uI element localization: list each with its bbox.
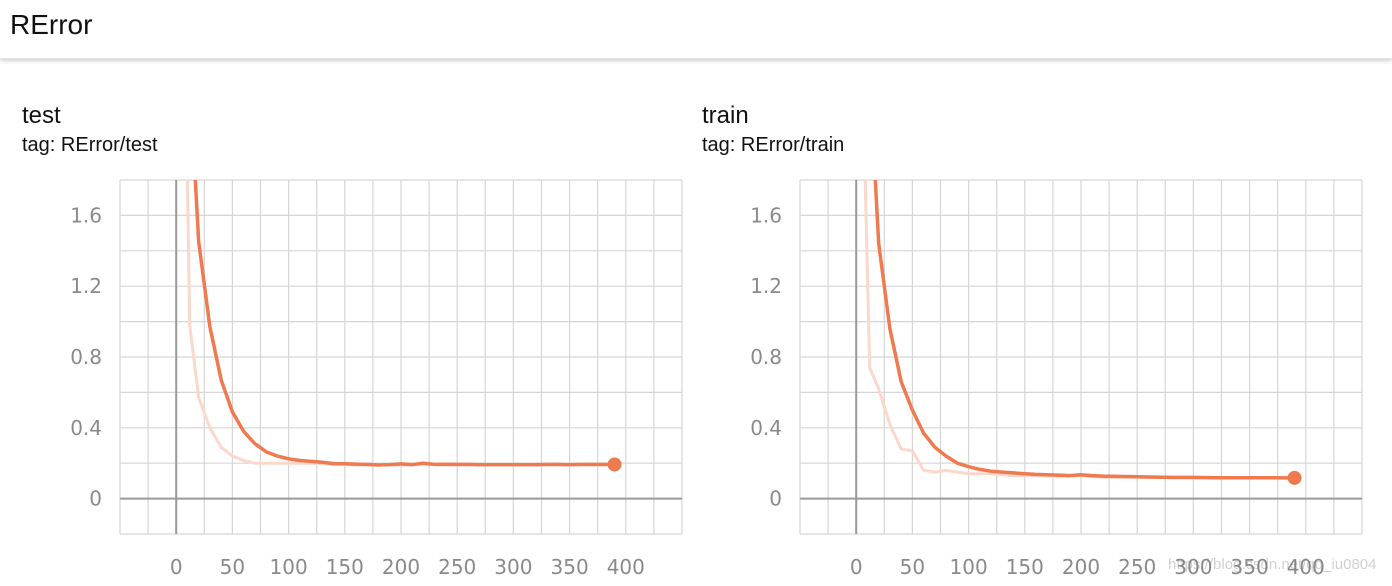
y-tick-label: 1.2 bbox=[70, 274, 102, 298]
x-tick-label: 150 bbox=[1006, 555, 1044, 579]
chart-plot-test[interactable]: 0 0.4 0.8 1.2 1.6 0 50 100 150 200 250 300 350 400 bbox=[0, 58, 690, 586]
x-tick-label: 400 bbox=[1287, 555, 1325, 579]
page-title: RError bbox=[10, 9, 93, 40]
y-tick-label: 1.6 bbox=[750, 203, 782, 227]
chart-card-train: train tag: RError/train 0 0.4 0.8 1.2 1.6 0 50… bbox=[680, 58, 1370, 586]
watermark-text: https://blog.csdn.net/qq_iu0804 bbox=[1168, 556, 1377, 573]
chart-title: test bbox=[22, 102, 61, 129]
series-line-raw bbox=[863, 180, 1297, 480]
x-tick-label: 250 bbox=[438, 555, 476, 579]
chart-tag: tag: RError/test bbox=[22, 134, 158, 156]
y-tick-label: 0 bbox=[769, 487, 782, 511]
y-tick-label: 1.2 bbox=[750, 274, 782, 298]
series-end-point bbox=[1287, 470, 1302, 485]
x-tick-label: 50 bbox=[220, 555, 245, 579]
x-tick-label: 200 bbox=[1062, 555, 1100, 579]
chart-plot-train[interactable]: 0 0.4 0.8 1.2 1.6 0 50 100 150 200 250 300 350 400 bbox=[680, 58, 1370, 586]
series-end-point bbox=[607, 457, 622, 472]
series-line-smoothed bbox=[873, 180, 1297, 480]
x-tick-label: 100 bbox=[270, 555, 308, 579]
chart-title: train bbox=[702, 102, 749, 129]
y-tick-label: 0.8 bbox=[70, 345, 102, 369]
x-tick-label: 300 bbox=[494, 555, 532, 579]
x-tick-label: 350 bbox=[551, 555, 589, 579]
y-tick-label: 0 bbox=[89, 487, 102, 511]
x-tick-label: 250 bbox=[1118, 555, 1156, 579]
x-tick-label: 350 bbox=[1231, 555, 1269, 579]
x-tick-label: 200 bbox=[382, 555, 420, 579]
chart-tag: tag: RError/train bbox=[702, 134, 845, 156]
x-tick-label: 300 bbox=[1174, 555, 1212, 579]
y-tick-label: 0.4 bbox=[70, 416, 102, 440]
x-tick-label: 0 bbox=[850, 555, 863, 579]
chart-card-test: test tag: RError/test 0 0.4 0.8 1.2 1.6 0 50 10… bbox=[0, 58, 690, 586]
x-tick-label: 400 bbox=[607, 555, 645, 579]
series-line-smoothed bbox=[193, 180, 617, 467]
y-tick-label: 0.8 bbox=[750, 345, 782, 369]
y-tick-label: 1.6 bbox=[70, 203, 102, 227]
x-tick-label: 100 bbox=[950, 555, 988, 579]
x-tick-label: 50 bbox=[900, 555, 925, 579]
y-tick-label: 0.4 bbox=[750, 416, 782, 440]
page-header: RError bbox=[0, 0, 1392, 59]
x-tick-label: 150 bbox=[326, 555, 364, 579]
x-tick-label: 0 bbox=[170, 555, 183, 579]
